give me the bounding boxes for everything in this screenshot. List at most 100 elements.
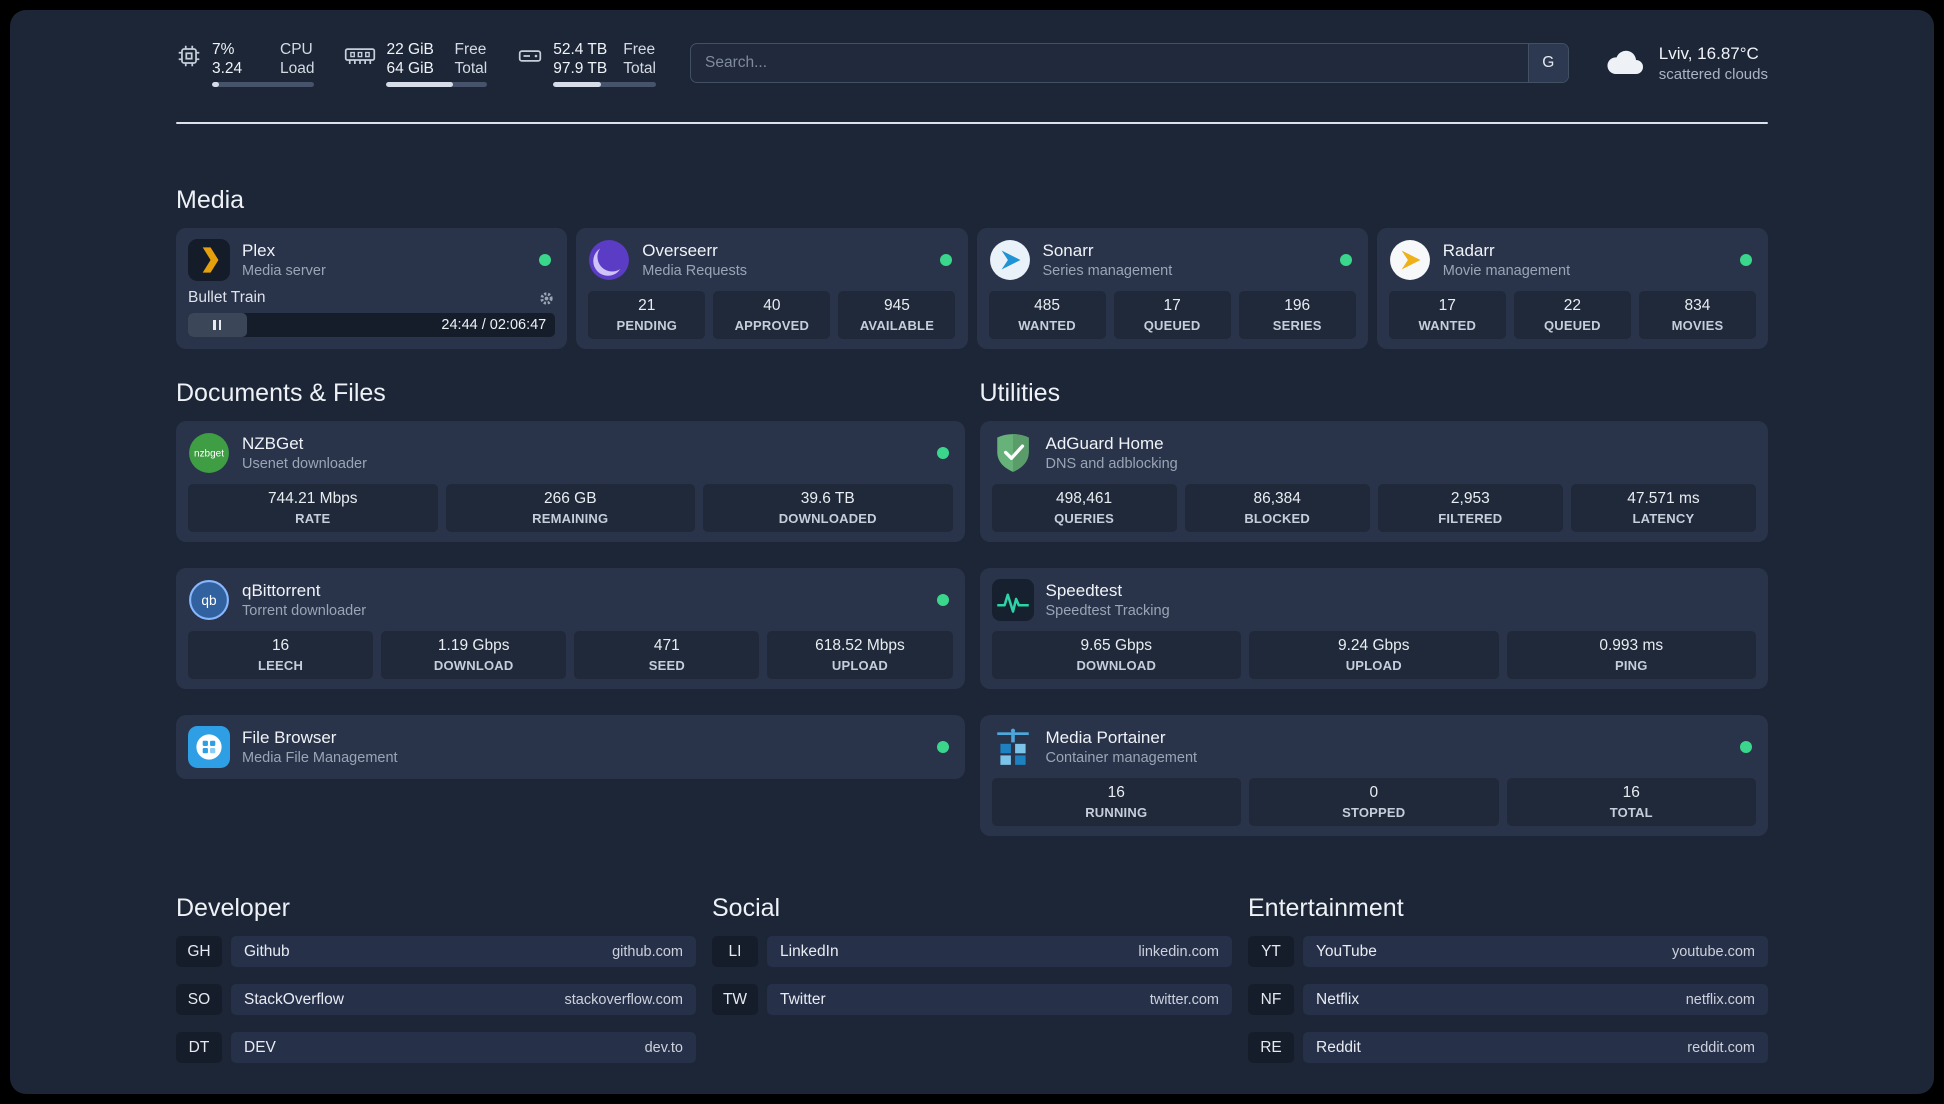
status-dot xyxy=(539,254,552,266)
service-card-radarr[interactable]: Radarr Movie management 17 WANTED 22 QUEUE… xyxy=(1376,228,1768,349)
bookmark-reddit[interactable]: RE Reddit reddit.com xyxy=(1248,1032,1768,1063)
bookmark-name: Github xyxy=(244,942,290,960)
service-card-filebrowser[interactable]: File Browser Media File Management xyxy=(176,715,965,779)
stat-box: 40 APPROVED xyxy=(713,291,831,339)
status-dot xyxy=(1740,254,1752,266)
bookmark-youtube[interactable]: YT YouTube youtube.com xyxy=(1248,936,1768,967)
cpu-progress-bar xyxy=(212,81,315,87)
service-card-adguard[interactable]: AdGuard Home DNS and adblocking 498,461 Q… xyxy=(979,421,1768,542)
service-name: Radarr xyxy=(1442,241,1495,260)
stat-box: 2,953 FILTERED xyxy=(1377,484,1563,532)
bookmark-group-entertainment: Entertainment YT YouTube youtube.com NF N… xyxy=(1248,894,1768,1080)
service-name: Speedtest xyxy=(1045,581,1123,600)
disk-widget: 52.4 TB Free 97.9 TB Total xyxy=(517,40,656,87)
service-description: Movie management xyxy=(1442,263,1571,279)
bookmark-abbr: TW xyxy=(712,984,758,1015)
service-card-sonarr[interactable]: Sonarr Series management 485 WANTED 17 QUE… xyxy=(976,228,1368,349)
pause-icon[interactable] xyxy=(213,320,222,330)
resource-widgets: 7% CPU 3.24 Load 22 GiB Free 64 G xyxy=(176,40,656,87)
bookmark-abbr: NF xyxy=(1248,984,1294,1015)
service-name: Media Portainer xyxy=(1045,728,1166,747)
memory-progress-bar xyxy=(386,81,488,87)
disk-total-value: 97.9 TB xyxy=(553,59,608,77)
memory-total-value: 64 GiB xyxy=(386,59,434,77)
bookmark-linkedin[interactable]: LI LinkedIn linkedin.com xyxy=(712,936,1232,967)
bookmark-abbr: DT xyxy=(176,1032,222,1063)
stat-box: 266 GB REMAINING xyxy=(445,484,695,532)
stat-box: 39.6 TB DOWNLOADED xyxy=(703,484,953,532)
qbittorrent-icon: qb xyxy=(188,579,230,621)
service-card-plex[interactable]: Plex Media server Bullet Train 24:44 / 0… xyxy=(176,228,568,349)
gear-icon[interactable] xyxy=(538,290,555,307)
sonarr-icon xyxy=(989,239,1031,281)
bookmark-twitter[interactable]: TW Twitter twitter.com xyxy=(712,984,1232,1015)
service-card-overseerr[interactable]: Overseerr Media Requests 21 PENDING 40 APP… xyxy=(576,228,968,349)
service-description: Torrent downloader xyxy=(242,603,367,619)
bookmark-domain: netflix.com xyxy=(1685,991,1755,1008)
stat-box: 86,384 BLOCKED xyxy=(1184,484,1370,532)
cloud-icon xyxy=(1603,48,1647,78)
section-title-utilities: Utilities xyxy=(979,379,1061,407)
service-description: Container management xyxy=(1045,750,1198,766)
stat-box: 498,461 QUERIES xyxy=(991,484,1177,532)
plex-now-playing: Bullet Train 24:44 / 02:06:47 xyxy=(188,289,556,337)
disk-icon xyxy=(517,40,543,87)
now-playing-title: Bullet Train xyxy=(188,289,266,306)
service-name: File Browser xyxy=(242,728,337,747)
service-name: Sonarr xyxy=(1042,241,1094,260)
disk-progress-bar xyxy=(553,81,656,87)
stat-box: 834 MOVIES xyxy=(1638,291,1756,339)
search-bar[interactable]: G xyxy=(690,43,1569,83)
stat-box: 47.571 ms LATENCY xyxy=(1570,484,1756,532)
playback-progress-bar[interactable]: 24:44 / 02:06:47 xyxy=(188,313,556,337)
service-description: Speedtest Tracking xyxy=(1045,603,1170,619)
bookmark-github[interactable]: GH Github github.com xyxy=(176,936,696,967)
memory-free-label: Free xyxy=(454,40,487,58)
svg-text:qb: qb xyxy=(201,593,217,608)
service-card-speedtest[interactable]: Speedtest Speedtest Tracking 9.65 Gbps DO… xyxy=(979,568,1768,689)
bookmark-name: Reddit xyxy=(1316,1038,1361,1056)
cpu-usage-label: CPU xyxy=(280,40,313,58)
service-description: Media File Management xyxy=(242,750,398,766)
playback-time: 24:44 / 02:06:47 xyxy=(441,317,547,333)
topbar: 7% CPU 3.24 Load 22 GiB Free 64 G xyxy=(176,38,1768,88)
section-title-media: Media xyxy=(176,186,245,214)
overseerr-icon xyxy=(588,239,630,281)
stat-box: 196 SERIES xyxy=(1238,291,1356,339)
stat-box: 22 QUEUED xyxy=(1513,291,1631,339)
service-card-nzbget[interactable]: nzbget NZBGet Usenet downloader 744.21 M… xyxy=(176,421,965,542)
bookmark-name: DEV xyxy=(244,1038,276,1056)
search-input[interactable] xyxy=(691,44,1528,82)
stat-box: 16 LEECH xyxy=(188,631,374,679)
bookmark-netflix[interactable]: NF Netflix netflix.com xyxy=(1248,984,1768,1015)
bookmark-stackoverflow[interactable]: SO StackOverflow stackoverflow.com xyxy=(176,984,696,1015)
stat-box: 618.52 Mbps UPLOAD xyxy=(767,631,953,679)
stat-box: 21 PENDING xyxy=(588,291,706,339)
status-dot xyxy=(936,594,949,606)
documents-column: Documents & Files nzbget NZBGet Usenet d… xyxy=(176,379,965,779)
bookmark-domain: dev.to xyxy=(644,1039,683,1056)
section-title-social: Social xyxy=(712,894,781,922)
memory-total-label: Total xyxy=(454,59,488,77)
bookmark-domain: youtube.com xyxy=(1671,943,1755,960)
stat-box: 471 SEED xyxy=(574,631,760,679)
adguard-icon xyxy=(992,432,1034,474)
service-name: Overseerr xyxy=(642,241,718,260)
cpu-widget: 7% CPU 3.24 Load xyxy=(176,40,315,87)
disk-free-value: 52.4 TB xyxy=(553,40,608,58)
bookmark-dev[interactable]: DT DEV dev.to xyxy=(176,1032,696,1063)
weather-location: Lviv, 16.87°C xyxy=(1658,43,1759,63)
stat-box: 17 WANTED xyxy=(1388,291,1506,339)
service-card-qbittorrent[interactable]: qb qBittorrent Torrent downloader 16 LEEC… xyxy=(176,568,965,689)
bookmark-name: StackOverflow xyxy=(244,990,344,1008)
stat-box: 9.65 Gbps DOWNLOAD xyxy=(991,631,1241,679)
memory-widget: 22 GiB Free 64 GiB Total xyxy=(344,40,488,87)
memory-icon xyxy=(344,40,376,87)
status-dot xyxy=(1740,741,1752,753)
search-provider-button[interactable]: G xyxy=(1527,44,1568,82)
bookmark-abbr: LI xyxy=(712,936,758,967)
stat-box: 9.24 Gbps UPLOAD xyxy=(1249,631,1499,679)
bookmark-name: Netflix xyxy=(1316,990,1360,1008)
service-card-portainer[interactable]: Media Portainer Container management 16 R… xyxy=(979,715,1768,836)
section-title-documents: Documents & Files xyxy=(176,379,386,407)
